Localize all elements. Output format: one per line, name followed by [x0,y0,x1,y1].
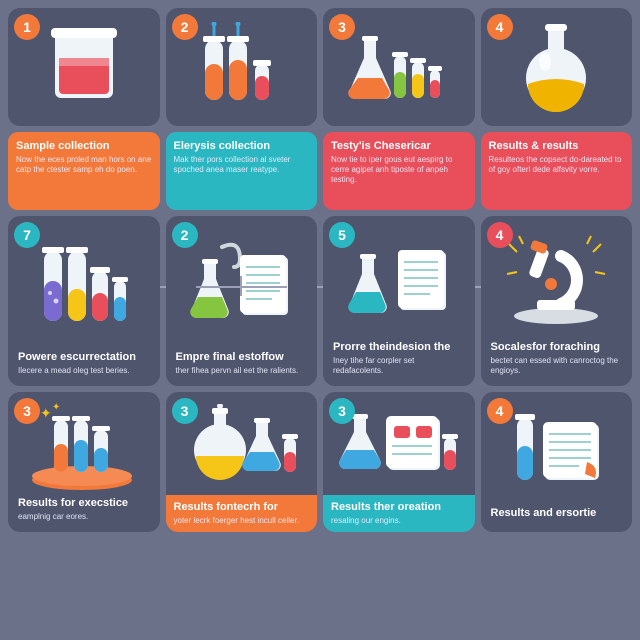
caption-body: Now tie to iper gous eut aespirg to cerr… [331,155,467,185]
badge-4b: 4 [487,222,513,248]
card-r1-c2: 2 [166,8,318,126]
badge-7: 7 [14,222,40,248]
caption-title: Sample collection [16,140,110,152]
svg-text:✦: ✦ [52,402,60,413]
badge-2: 2 [172,14,198,40]
caption-r1-c2: Elerysis collection Mak ther pors collec… [166,132,318,210]
caption-title: Testy'is Chesericar [331,140,431,152]
caption-title: Results ther oreation [331,501,467,513]
badge-3: 3 [329,14,355,40]
card-r1-c1: 1 [8,8,160,126]
caption-body: resaling our engins. [331,516,467,526]
caption-title: Results fontecrh for [174,501,310,513]
caption-body: Now the eces proled man hors on ane catp… [16,155,152,175]
flasks-multi-icon [331,24,467,110]
infographic-grid: 1 2 [0,0,640,546]
caption-title: Powere escurrectation [18,351,150,363]
card-r2-c1: 7 Powere escurrectation Ilec [8,216,160,386]
caption-title: Socalesfor foraching [491,341,623,353]
badge-2b: 2 [172,222,198,248]
caption-body: ther fihea pervn ail eet the ralients. [176,366,308,376]
card-r3-c4: 4 Results and ersortie [481,392,633,532]
caption-body: Iney tihe far corpler set redafacolents. [333,356,465,376]
badge-3c: 3 [172,398,198,424]
caption-r1-c4: Results & results Resulteos the copsect … [481,132,633,210]
beaker-icon [16,26,152,108]
caption-title: Empre final estoffow [176,351,308,363]
caption-title: Results for execstice [18,497,150,509]
card-r1-c3: 3 [323,8,475,126]
caption-body: Ilecere a mead oleg test beries. [18,366,150,376]
caption-title: Elerysis collection [174,140,271,152]
caption-title: Results & results [489,140,579,152]
caption-title: Prorre theindesion the [333,341,465,353]
badge-4c: 4 [487,398,513,424]
caption-r1-c1: Sample collection Now the eces proled ma… [8,132,160,210]
caption-r1-c3: Testy'is Chesericar Now tie to iper gous… [323,132,475,210]
svg-text:✦: ✦ [40,405,52,421]
card-r3-c2: 3 Results fontecrh for yoter lecrk foerg… [166,392,318,532]
caption-body: Resulteos the copsect do-dareated to of … [489,155,625,175]
card-r3-c3: 3 Results ther oreation resaling our eng… [323,392,475,532]
caption-body: Mak ther pors collection al sveter spoch… [174,155,310,175]
caption-body: bectet can essed with canroctog the engi… [491,356,623,376]
caption-body: eamplnig car eores. [18,512,150,522]
badge-3b: 3 [14,398,40,424]
card-r2-c4: 4 Socalesfor foraching bectet can essed … [481,216,633,386]
badge-4: 4 [487,14,513,40]
caption-title: Results and ersortie [491,507,623,519]
card-r2-c3: 5 Prorre theindesion the Iney tihe far c… [323,216,475,386]
card-r1-c4: 4 [481,8,633,126]
card-r3-c1: 3 ✦ ✦ Results for execstice eamplnig car… [8,392,160,532]
badge-5: 5 [329,222,355,248]
caption-body: yoter lecrk foerger hest incull celler. [174,516,310,526]
card-r2-c2: 2 Empre final estoffow ther fihea pervn [166,216,318,386]
badge-1: 1 [14,14,40,40]
badge-3d: 3 [329,398,355,424]
